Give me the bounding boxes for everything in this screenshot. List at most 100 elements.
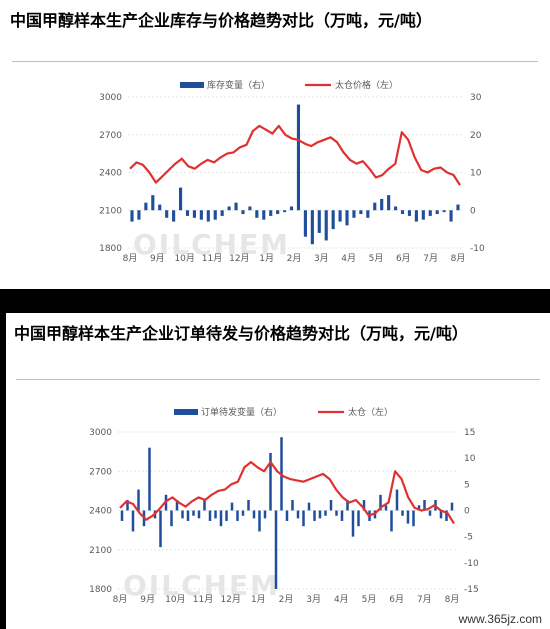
inventory-price-chart: OILCHEM 1800 2100 2400 2700 3000 -10 0 10 20 30 8月 9… [99, 79, 485, 264]
y-right-tick-label: -5 [464, 533, 473, 543]
chart-title: 中国甲醇样本生产企业库存与价格趋势对比（万吨，元/吨） [10, 11, 432, 30]
x-tick-label: 6月 [389, 594, 404, 605]
legend-line-label: 太仓价格（左） [335, 79, 398, 91]
bar [283, 210, 287, 213]
x-tick-label: 2月 [287, 253, 302, 264]
bar [395, 489, 399, 511]
bar [387, 195, 391, 211]
y-right-tick-label: -10 [464, 559, 479, 569]
bar [185, 210, 190, 216]
bar [291, 500, 294, 511]
bar [289, 206, 294, 211]
x-tick-label: 12月 [220, 594, 240, 605]
bar [412, 510, 415, 527]
x-tick-label: 11月 [202, 253, 222, 264]
price-line [129, 124, 461, 186]
y-left-tick-label: 2400 [89, 507, 112, 517]
bar [335, 510, 338, 516]
bar [220, 210, 224, 216]
bar [131, 510, 135, 532]
bar [255, 210, 259, 218]
legend-bar-label: 订单待发变量（右） [201, 406, 282, 418]
bar [276, 210, 280, 215]
bar [345, 210, 349, 226]
x-tick-label: 4月 [341, 253, 356, 264]
bar [351, 510, 355, 537]
bar [362, 500, 366, 511]
x-tick-label: 10月 [174, 253, 194, 264]
bar [186, 510, 190, 521]
bar [445, 510, 448, 521]
x-tick-label: 9月 [140, 594, 155, 605]
y-left-tick-label: 3000 [89, 428, 112, 438]
x-tick-label: 9月 [150, 253, 165, 264]
bar [248, 206, 252, 211]
x-tick-label: 3月 [314, 253, 329, 264]
bar [225, 510, 228, 521]
bar [380, 198, 384, 211]
bar [159, 510, 162, 548]
bar [384, 505, 388, 511]
bar [285, 510, 289, 521]
x-tick-label: 10月 [165, 594, 185, 605]
y-left-tick-label: 2100 [89, 546, 112, 556]
bar [165, 210, 169, 218]
y-left-tick-label: 2700 [89, 467, 112, 477]
price-line [119, 461, 455, 525]
y-right-tick-label: 0 [464, 507, 470, 517]
chart-panel-inventory: 中国甲醇样本生产企业库存与价格趋势对比（万吨，元/吨） OILCHEM 1800 2… [0, 0, 550, 289]
bar [439, 510, 443, 519]
legend-bar-swatch [174, 409, 198, 415]
bar [274, 510, 278, 589]
bar [324, 510, 327, 516]
bar [247, 500, 250, 511]
y-left-tick-label: 1800 [99, 244, 122, 254]
y-right-tick-label: 30 [470, 93, 482, 103]
bar [296, 510, 300, 519]
x-tick-label: 8月 [451, 253, 466, 264]
bar [227, 206, 231, 211]
bar [269, 452, 272, 511]
site-watermark-text: www.365jz.com [458, 612, 542, 626]
x-tick-label: 7月 [423, 253, 438, 264]
bar [269, 210, 273, 216]
bar [366, 210, 370, 218]
bar [130, 210, 134, 222]
bar [151, 195, 155, 211]
y-right-tick-label: 15 [464, 428, 475, 438]
y-left-tick-label: 2400 [99, 169, 122, 179]
legend-bar-swatch [180, 82, 204, 88]
bar [241, 210, 245, 215]
bar [181, 510, 184, 519]
bar [329, 500, 333, 511]
y-left-tick-label: 3000 [99, 93, 122, 103]
bar [407, 210, 412, 216]
bar [175, 500, 179, 511]
legend-bar-label: 库存变量（右） [207, 79, 270, 91]
bar [172, 210, 176, 222]
bar [252, 510, 256, 519]
title-divider [12, 61, 538, 62]
x-tick-label: 2月 [279, 594, 294, 605]
bar [192, 510, 195, 516]
bar [394, 206, 398, 211]
bar [208, 510, 212, 521]
bar [234, 202, 238, 211]
bar [450, 502, 454, 511]
bar [435, 210, 439, 215]
bar [262, 210, 266, 220]
bar [302, 510, 305, 527]
bar [417, 505, 421, 511]
x-tick-label: 5月 [362, 594, 377, 605]
oilchem-watermark: OILCHEM [133, 228, 290, 261]
bar [258, 510, 261, 532]
x-tick-label: 8月 [123, 253, 138, 264]
bar [137, 489, 140, 511]
y-right-tick-label: 5 [464, 480, 470, 490]
y-left-tick-label: 2100 [99, 206, 122, 216]
bar [126, 500, 129, 511]
y-right-tick-label: 0 [470, 206, 476, 216]
y-right-tick-label: -10 [470, 244, 485, 254]
bar [148, 447, 151, 511]
bar [219, 510, 223, 527]
